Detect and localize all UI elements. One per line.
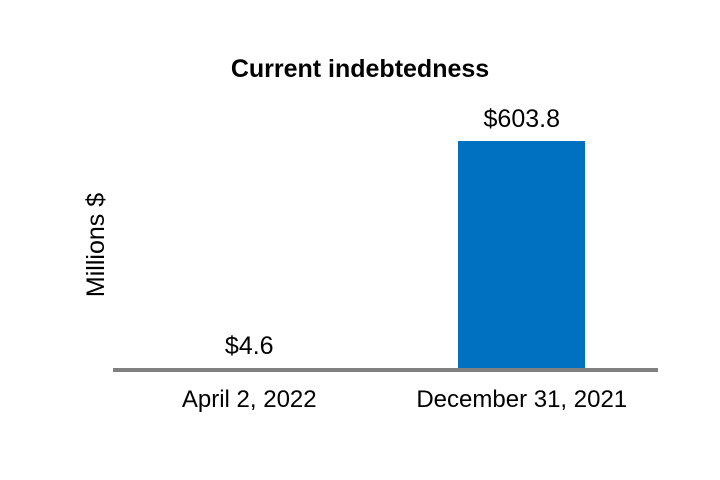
category-label-april-2-2022: April 2, 2022	[181, 386, 317, 413]
category-label-december-31-2021: December 31, 2021	[416, 386, 628, 413]
category-axis-line	[113, 368, 658, 372]
chart-title: Current indebtedness	[230, 55, 490, 83]
data-label-april-2-2022: $4.6	[224, 332, 274, 360]
bar-december-31-2021	[458, 141, 586, 370]
data-label-december-31-2021: $603.8	[483, 105, 560, 133]
